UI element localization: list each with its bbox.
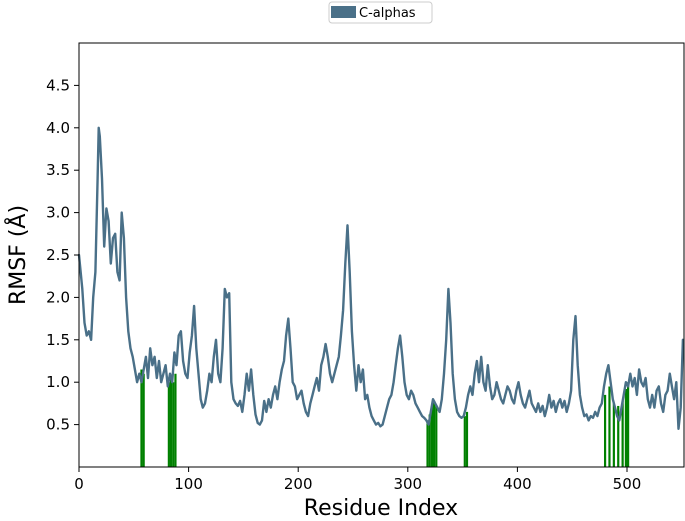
y-tick-label-0.5: 0.5 — [46, 416, 70, 434]
y-tick-label-4.5: 4.5 — [46, 76, 70, 94]
highlight-bars — [140, 369, 630, 467]
y-tick-label-3.5: 3.5 — [46, 161, 70, 179]
y-tick-label-4: 4.0 — [46, 119, 70, 137]
series-line-0 — [77, 126, 685, 430]
x-tick-label-0: 0 — [74, 475, 84, 493]
x-axis: 0 100 200 300 400 500 — [74, 467, 641, 493]
series-layer — [77, 126, 685, 430]
x-tick-label-500: 500 — [613, 475, 642, 493]
y-tick-label-2.5: 2.5 — [46, 246, 70, 264]
y-axis-label: RMSF (Å) — [4, 205, 31, 305]
y-tick-label-2: 2.0 — [46, 288, 70, 306]
y-tick-label-3: 3.0 — [46, 204, 70, 222]
x-axis-label: Residue Index — [304, 496, 458, 521]
legend-entry-c-alphas: C-alphas — [359, 6, 416, 21]
y-tick-label-1: 1.0 — [46, 373, 70, 391]
legend-swatch — [331, 6, 356, 18]
x-tick-label-200: 200 — [284, 475, 313, 493]
x-tick-label-400: 400 — [503, 475, 532, 493]
x-tick-label-300: 300 — [393, 475, 422, 493]
y-axis: 0.5 1.0 1.5 2.0 2.5 3.0 3.5 4.0 4.5 — [46, 76, 79, 434]
y-tick-label-1.5: 1.5 — [46, 331, 70, 349]
x-tick-label-100: 100 — [174, 475, 203, 493]
legend: C-alphas — [328, 1, 433, 24]
